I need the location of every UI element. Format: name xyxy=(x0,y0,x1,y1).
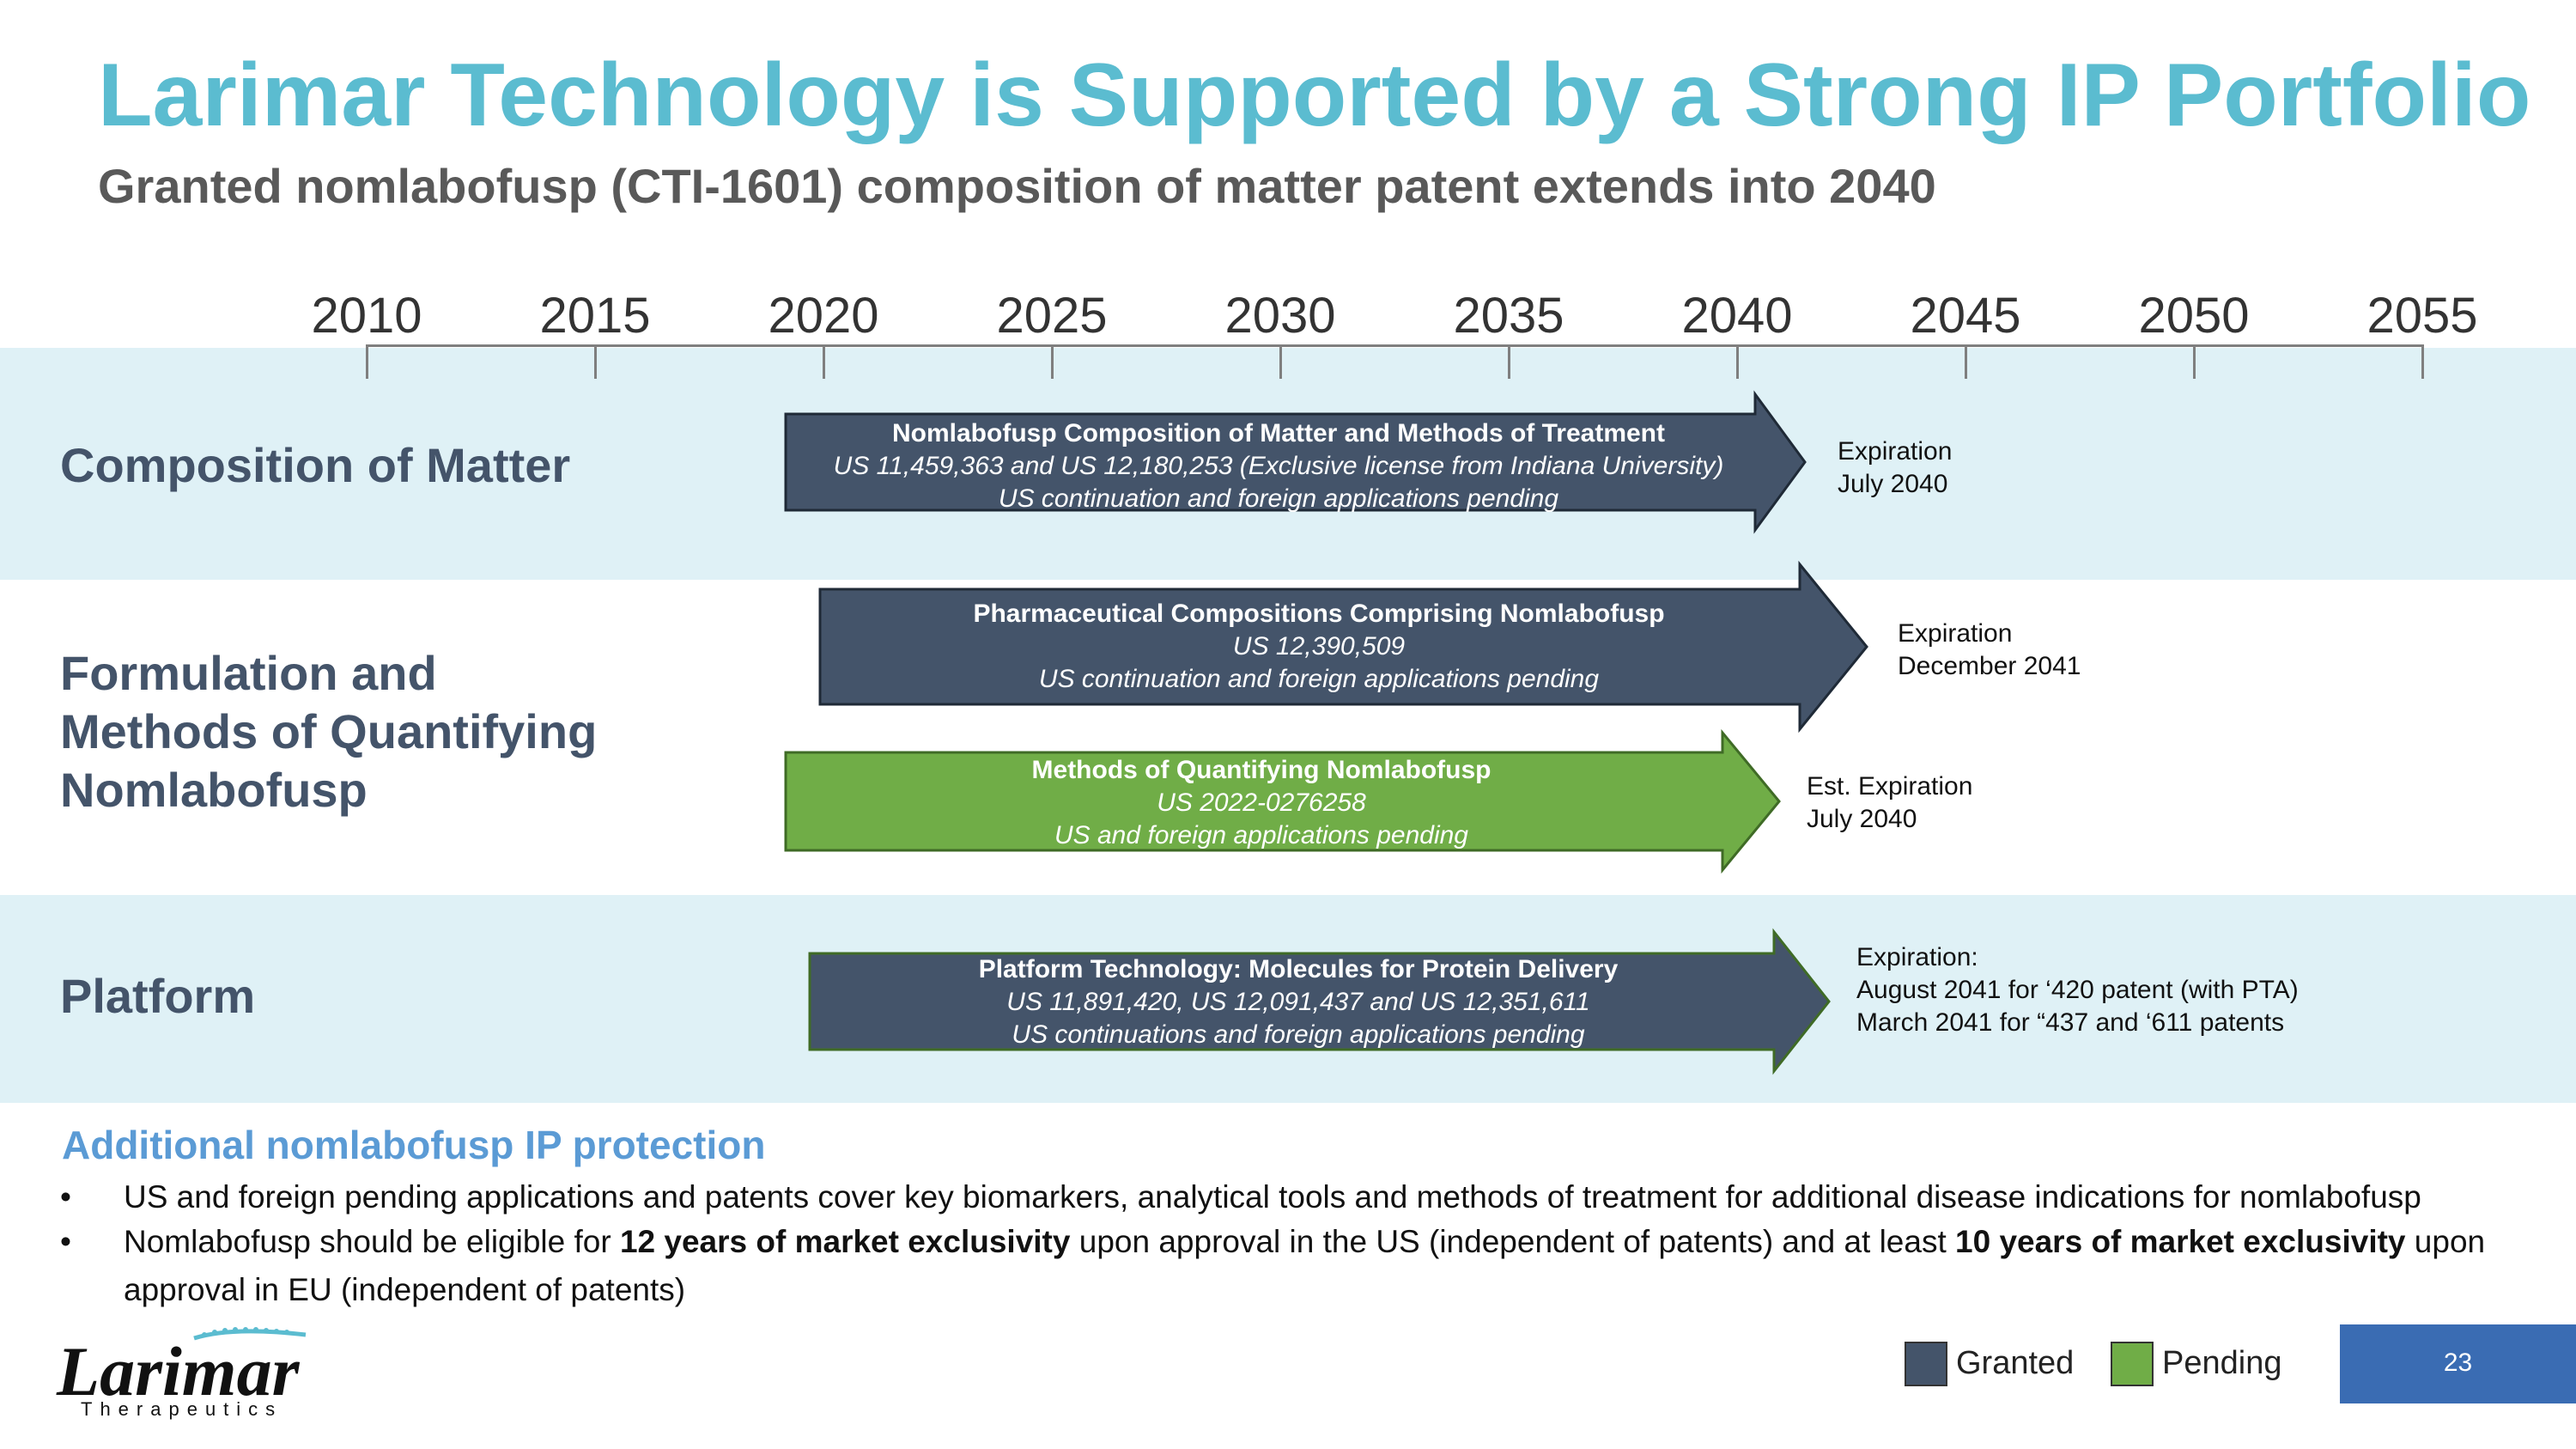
bullet-dot: • xyxy=(60,1224,71,1259)
patent-arrow-quantifying: Methods of Quantifying Nomlabofusp US 20… xyxy=(784,728,1781,874)
expiration-date: December 2041 xyxy=(1898,652,2081,680)
axis-tick xyxy=(366,344,368,379)
expiration-quantifying: Est. Expiration July 2040 xyxy=(1807,770,1972,836)
axis-tick xyxy=(823,344,825,379)
arrow-pending-note: US continuation and foreign applications… xyxy=(1038,665,1600,693)
bullet-text-part: upon approval in the US (independent of … xyxy=(1070,1224,1956,1259)
year-label: 2010 xyxy=(311,288,422,344)
bullet-emphasis: 12 years of market exclusivity xyxy=(619,1224,1071,1259)
arrow-shape xyxy=(818,560,1868,734)
page-number: 23 xyxy=(2443,1349,2473,1377)
arrow-shape xyxy=(808,928,1831,1075)
axis-tick xyxy=(594,344,597,379)
arrow-patent-numbers: US 11,459,363 and US 12,180,253 (Exclusi… xyxy=(833,452,1724,480)
slide-subtitle: Granted nomlabofusp (CTI-1601) compositi… xyxy=(98,159,1936,213)
bullet-text-part: upon approval in EU (independent of pate… xyxy=(124,1224,2486,1307)
bullet-dot: • xyxy=(60,1179,71,1215)
year-label: 2045 xyxy=(1910,288,2021,344)
legend-swatch-pending xyxy=(2111,1342,2154,1386)
expiration-pharmaceutical: Expiration December 2041 xyxy=(1898,618,2081,683)
arrow-heading: Methods of Quantifying Nomlabofusp xyxy=(1031,756,1492,784)
expiration-date: August 2041 for ‘420 patent (with PTA) xyxy=(1856,976,2299,1004)
arrow-pending-note: US continuation and foreign applications… xyxy=(998,484,1559,513)
expiration-date: March 2041 for “437 and ‘611 patents xyxy=(1856,1008,2285,1037)
expiration-composition: Expiration July 2040 xyxy=(1838,435,1952,501)
axis-tick xyxy=(1508,344,1510,379)
page-number-box xyxy=(2340,1324,2576,1403)
year-label: 2015 xyxy=(539,288,651,344)
bullet-text-part: Nomlabofusp should be eligible for xyxy=(124,1224,620,1259)
axis-tick xyxy=(1279,344,1282,379)
axis-tick xyxy=(1051,344,1054,379)
axis-tick xyxy=(2193,344,2196,379)
larimar-logo: Larimar Therapeutics xyxy=(57,1323,314,1420)
arrow-pending-note: US and foreign applications pending xyxy=(1054,821,1468,849)
legend-label-pending: Pending xyxy=(2162,1345,2282,1381)
bullet-text: US and foreign pending applications and … xyxy=(124,1179,2421,1215)
bullet-text: Nomlabofusp should be eligible for 12 ye… xyxy=(124,1218,2576,1314)
arrow-patent-numbers: US 11,891,420, US 12,091,437 and US 12,3… xyxy=(1006,988,1590,1016)
expiration-label: Expiration: xyxy=(1856,943,1978,971)
expiration-label: Est. Expiration xyxy=(1807,772,1973,801)
year-label: 2020 xyxy=(768,288,879,344)
arrow-pending-note: US continuations and foreign application… xyxy=(1012,1020,1585,1049)
legend-label-granted: Granted xyxy=(1956,1345,2075,1381)
axis-tick xyxy=(1736,344,1739,379)
year-label: 2040 xyxy=(1681,288,1793,344)
logo-graphic xyxy=(193,1327,307,1341)
arrow-heading: Pharmaceutical Compositions Comprising N… xyxy=(973,600,1665,628)
patent-arrow-composition: Nomlabofusp Composition of Matter and Me… xyxy=(784,390,1807,534)
year-label: 2025 xyxy=(996,288,1108,344)
patent-arrow-pharmaceutical: Pharmaceutical Compositions Comprising N… xyxy=(818,560,1868,734)
year-label: 2050 xyxy=(2138,288,2250,344)
arrow-shape xyxy=(784,728,1781,874)
additional-ip-heading: Additional nomlabofusp IP protection xyxy=(62,1123,766,1167)
expiration-date: July 2040 xyxy=(1807,805,1917,833)
axis-line xyxy=(367,344,2422,347)
year-label: 2035 xyxy=(1453,288,1564,344)
category-formulation-line: Formulation and xyxy=(60,646,437,700)
slide-title: Larimar Technology is Supported by a Str… xyxy=(98,46,2531,145)
legend-swatch-granted xyxy=(1905,1342,1947,1386)
logo-wordmark: Larimar xyxy=(57,1332,300,1410)
axis-tick xyxy=(1965,344,1967,379)
category-platform: Platform xyxy=(60,969,256,1023)
expiration-platform: Expiration: August 2041 for ‘420 patent … xyxy=(1856,941,2299,1039)
category-composition: Composition of Matter xyxy=(60,438,571,492)
year-label: 2055 xyxy=(2366,288,2478,344)
bullet-emphasis: 10 years of market exclusivity xyxy=(1955,1224,2406,1259)
expiration-label: Expiration xyxy=(1838,437,1953,466)
arrow-patent-numbers: US 2022-0276258 xyxy=(1157,788,1366,817)
arrow-shape xyxy=(784,390,1807,534)
expiration-label: Expiration xyxy=(1898,619,2013,648)
category-formulation-line: Nomlabofusp xyxy=(60,763,368,817)
axis-tick xyxy=(2421,344,2424,379)
patent-arrow-platform: Platform Technology: Molecules for Prote… xyxy=(808,928,1831,1075)
arrow-heading: Nomlabofusp Composition of Matter and Me… xyxy=(892,419,1665,447)
year-label: 2030 xyxy=(1224,288,1336,344)
arrow-heading: Platform Technology: Molecules for Prote… xyxy=(978,955,1619,983)
arrow-patent-numbers: US 12,390,509 xyxy=(1232,632,1406,661)
category-formulation: Formulation and Methods of Quantifying N… xyxy=(60,644,597,819)
logo-tagline: Therapeutics xyxy=(81,1398,283,1420)
expiration-date: July 2040 xyxy=(1838,470,1948,498)
category-formulation-line: Methods of Quantifying xyxy=(60,704,598,758)
